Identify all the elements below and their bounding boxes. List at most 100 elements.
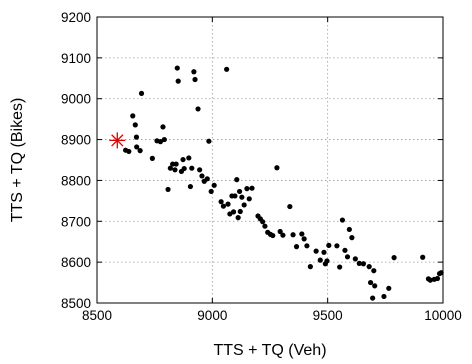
data-point (342, 247, 348, 253)
data-point (220, 203, 227, 209)
data-point (197, 167, 203, 173)
data-point (195, 106, 201, 112)
data-point (307, 264, 313, 270)
data-point (236, 188, 243, 195)
y-tick-labels: 8500 8600 8700 8800 8900 9000 9100 9200 (61, 10, 91, 311)
x-axis-label: TTS + TQ (Veh) (213, 342, 326, 359)
data-point (349, 235, 355, 241)
data-point (249, 185, 255, 191)
data-point (280, 232, 286, 238)
data-point (132, 122, 138, 128)
x-tick-label: 9000 (197, 308, 227, 323)
y-tick-label: 8900 (61, 133, 91, 148)
data-point (386, 285, 392, 291)
y-tick-label: 8500 (61, 296, 91, 311)
data-point (165, 186, 171, 193)
data-point (277, 228, 283, 235)
data-point (191, 69, 197, 75)
data-point (244, 186, 250, 192)
x-tick-labels: 8500 9000 9500 10000 (82, 308, 462, 323)
data-point (360, 261, 367, 267)
data-point (321, 249, 327, 255)
data-point (173, 161, 179, 167)
data-point (299, 231, 305, 237)
data-point (237, 208, 243, 215)
data-point (381, 293, 387, 300)
data-point (301, 236, 307, 242)
data-point (175, 78, 181, 84)
y-tick-label: 8700 (61, 214, 91, 229)
highlight-marker-stroke (111, 134, 124, 147)
axis-ticks (96, 16, 444, 304)
data-point (304, 243, 310, 249)
data-point (230, 209, 237, 215)
y-tick-label: 8800 (61, 173, 91, 188)
data-point (246, 196, 252, 202)
data-point (420, 254, 426, 260)
data-point (427, 277, 433, 283)
data-point (356, 260, 362, 266)
data-point (167, 165, 173, 171)
data-point (346, 226, 352, 233)
data-point (187, 183, 194, 190)
data-point (160, 124, 166, 130)
data-point (211, 182, 217, 188)
data-point (372, 283, 378, 289)
data-point (337, 264, 343, 270)
data-point (134, 144, 140, 150)
data-point (344, 254, 351, 260)
highlight-marker (109, 132, 126, 149)
data-point (208, 188, 214, 195)
data-point (192, 76, 198, 83)
data-point (172, 167, 178, 173)
data-point (352, 256, 358, 262)
data-point (174, 65, 180, 71)
y-tick-label: 9000 (61, 92, 91, 107)
data-point (438, 270, 444, 276)
y-tick-label: 8600 (61, 255, 91, 270)
data-point (138, 90, 145, 97)
data-point (370, 295, 376, 301)
data-point (270, 232, 276, 239)
data-point (234, 177, 240, 183)
data-point (324, 258, 330, 264)
x-tick-label: 8500 (82, 308, 112, 323)
data-point (239, 194, 245, 200)
data-point (235, 215, 241, 221)
data-point (133, 134, 140, 140)
y-axis-label: TTS + TQ (Bikes) (9, 98, 26, 223)
y-tick-label: 9100 (61, 51, 91, 66)
data-point (161, 136, 167, 143)
data-point (225, 201, 231, 207)
data-point (313, 248, 319, 254)
data-point (334, 243, 340, 249)
data-point (224, 66, 230, 72)
data-point (290, 232, 296, 238)
data-point (262, 223, 268, 229)
data-point (391, 255, 397, 261)
data-point (241, 202, 247, 208)
data-point (204, 176, 210, 182)
y-tick-label: 9200 (61, 10, 91, 25)
data-point (126, 148, 132, 155)
data-point (181, 165, 187, 172)
data-points (123, 65, 444, 301)
data-point (293, 244, 300, 250)
data-point (206, 138, 212, 144)
data-point (339, 217, 346, 223)
data-point (189, 165, 195, 171)
grid-lines (97, 17, 443, 303)
data-point (180, 156, 186, 163)
data-point (199, 173, 205, 179)
data-point (218, 199, 224, 205)
data-point (137, 148, 143, 154)
data-point (287, 203, 293, 210)
data-point (317, 257, 323, 263)
plot-frame (96, 16, 444, 304)
data-point (366, 264, 372, 270)
data-point (371, 268, 377, 274)
data-point (434, 275, 441, 282)
x-tick-label: 9500 (313, 308, 343, 323)
data-point (232, 193, 238, 199)
